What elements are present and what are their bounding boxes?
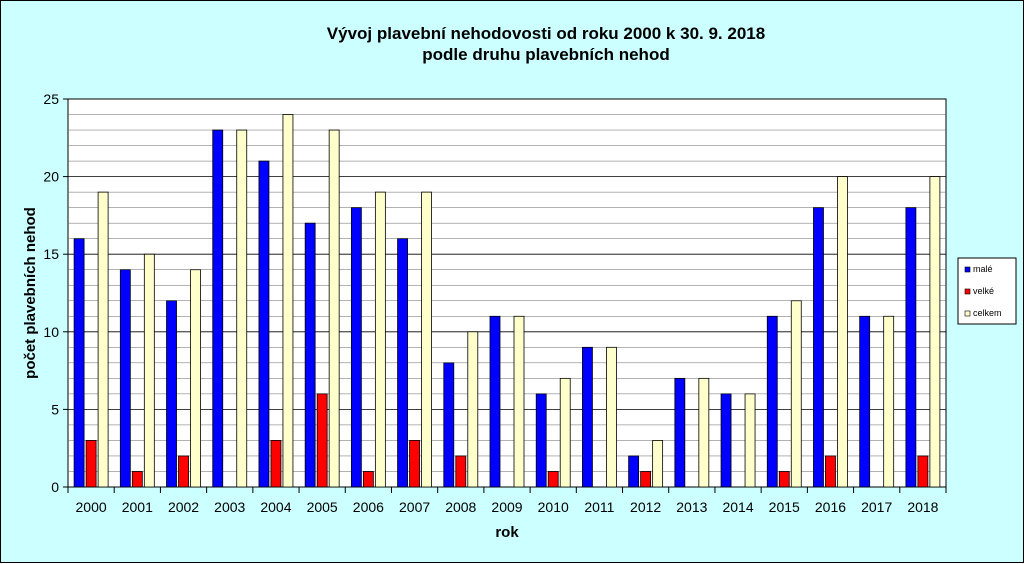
bar-2007-malé	[397, 238, 408, 488]
bar-2008-celkem	[467, 331, 479, 488]
bar-2002-celkem	[190, 269, 201, 488]
bar-2013-celkem	[698, 377, 710, 488]
bar-2010-celkem	[559, 377, 571, 488]
bar-2006-malé	[350, 207, 362, 488]
bar-2013-malé	[674, 377, 686, 488]
bar-2009-malé	[489, 315, 501, 488]
x-tick-label: 2011	[584, 499, 614, 515]
x-tick-label: 2001	[122, 499, 153, 515]
bar-2001-malé	[119, 269, 131, 488]
y-tick-label: 5	[51, 401, 59, 417]
legend-swatch-malé	[964, 266, 971, 273]
bar-2000-malé	[73, 238, 85, 488]
legend-label-velké: velké	[973, 286, 994, 296]
bar-2017-malé	[859, 315, 871, 488]
bar-2016-celkem	[837, 176, 848, 488]
y-tick-label: 15	[43, 246, 59, 262]
bar-2014-malé	[720, 393, 732, 488]
bar-2006-velké	[362, 471, 374, 488]
bar-2007-celkem	[421, 191, 432, 488]
bar-2004-velké	[270, 440, 282, 488]
y-tick-label: 10	[43, 324, 59, 340]
bar-2000-celkem	[97, 191, 109, 488]
x-tick-label: 2006	[353, 499, 384, 515]
bar-2015-malé	[766, 315, 778, 488]
bar-2008-malé	[443, 362, 455, 488]
x-tick-label: 2005	[307, 499, 338, 515]
x-tick-label: 2013	[676, 499, 707, 515]
x-tick-label: 2016	[815, 499, 846, 515]
bar-2001-celkem	[143, 253, 155, 488]
bar-2003-celkem	[236, 129, 248, 488]
x-tick-label: 2010	[538, 499, 569, 515]
bars	[73, 114, 941, 488]
x-tick-label: 2009	[491, 499, 522, 515]
bar-2002-velké	[178, 455, 189, 488]
bar-2010-malé	[535, 393, 547, 488]
bar-2004-malé	[258, 160, 270, 488]
bar-2012-velké	[640, 471, 652, 488]
x-tick-label: 2017	[861, 499, 892, 515]
bar-2002-malé	[166, 300, 177, 488]
bar-2018-velké	[917, 455, 929, 488]
x-tick-label: 2004	[260, 499, 291, 515]
bar-2008-velké	[455, 455, 467, 488]
legend-label-celkem: celkem	[973, 308, 1002, 318]
bar-2005-malé	[304, 222, 316, 488]
x-axis-title: rok	[495, 524, 519, 541]
chart-title-line-1: Vývoj plavební nehodovosti od roku 2000 …	[327, 24, 765, 43]
legend-label-malé: malé	[973, 264, 993, 274]
y-axis-title: počet plavebních nehod	[22, 207, 39, 379]
bar-2011-malé	[582, 346, 593, 488]
bar-2018-celkem	[929, 176, 941, 488]
bar-2005-celkem	[328, 129, 340, 488]
x-axis-ticks: 2000 2001 2002 2003 2004 2005 2006 2007 2008 2009…	[67, 487, 947, 515]
bar-2012-celkem	[652, 440, 664, 488]
y-tick-label: 20	[43, 169, 59, 185]
x-tick-label: 2007	[399, 499, 430, 515]
bar-2009-celkem	[513, 315, 525, 488]
x-tick-label: 2018	[907, 499, 938, 515]
bar-2010-velké	[547, 471, 559, 488]
x-tick-label: 2002	[168, 499, 199, 515]
bar-2014-celkem	[744, 393, 756, 488]
chart-title-line-2: podle druhu plavebních nehod	[422, 45, 669, 64]
bar-2004-celkem	[282, 114, 294, 488]
bar-2015-velké	[778, 471, 790, 488]
bar-2005-velké	[316, 393, 328, 488]
legend: malé velké celkem	[957, 257, 1017, 325]
bar-2016-velké	[825, 455, 836, 488]
bar-2017-celkem	[883, 315, 895, 488]
bar-2007-velké	[409, 440, 420, 488]
bar-2003-malé	[212, 129, 224, 488]
x-tick-label: 2012	[630, 499, 661, 515]
x-tick-label: 2014	[722, 499, 753, 515]
bar-2000-velké	[85, 440, 97, 488]
x-tick-label: 2003	[214, 499, 245, 515]
x-tick-label: 2015	[769, 499, 800, 515]
y-tick-label: 25	[43, 91, 59, 107]
bar-2015-celkem	[790, 300, 802, 488]
legend-swatch-velké	[964, 288, 971, 295]
x-tick-label: 2000	[76, 499, 107, 515]
bar-2001-velké	[131, 471, 143, 488]
legend-swatch-celkem	[964, 310, 971, 317]
bar-2011-celkem	[606, 346, 617, 488]
x-tick-label: 2008	[445, 499, 476, 515]
bar-2006-celkem	[374, 191, 386, 488]
y-tick-label: 0	[51, 479, 59, 495]
bar-2016-malé	[813, 207, 824, 488]
y-axis-ticks: 0 5 10 15 20 25	[43, 91, 68, 495]
bar-2012-malé	[628, 455, 640, 488]
bar-2018-malé	[905, 207, 917, 488]
